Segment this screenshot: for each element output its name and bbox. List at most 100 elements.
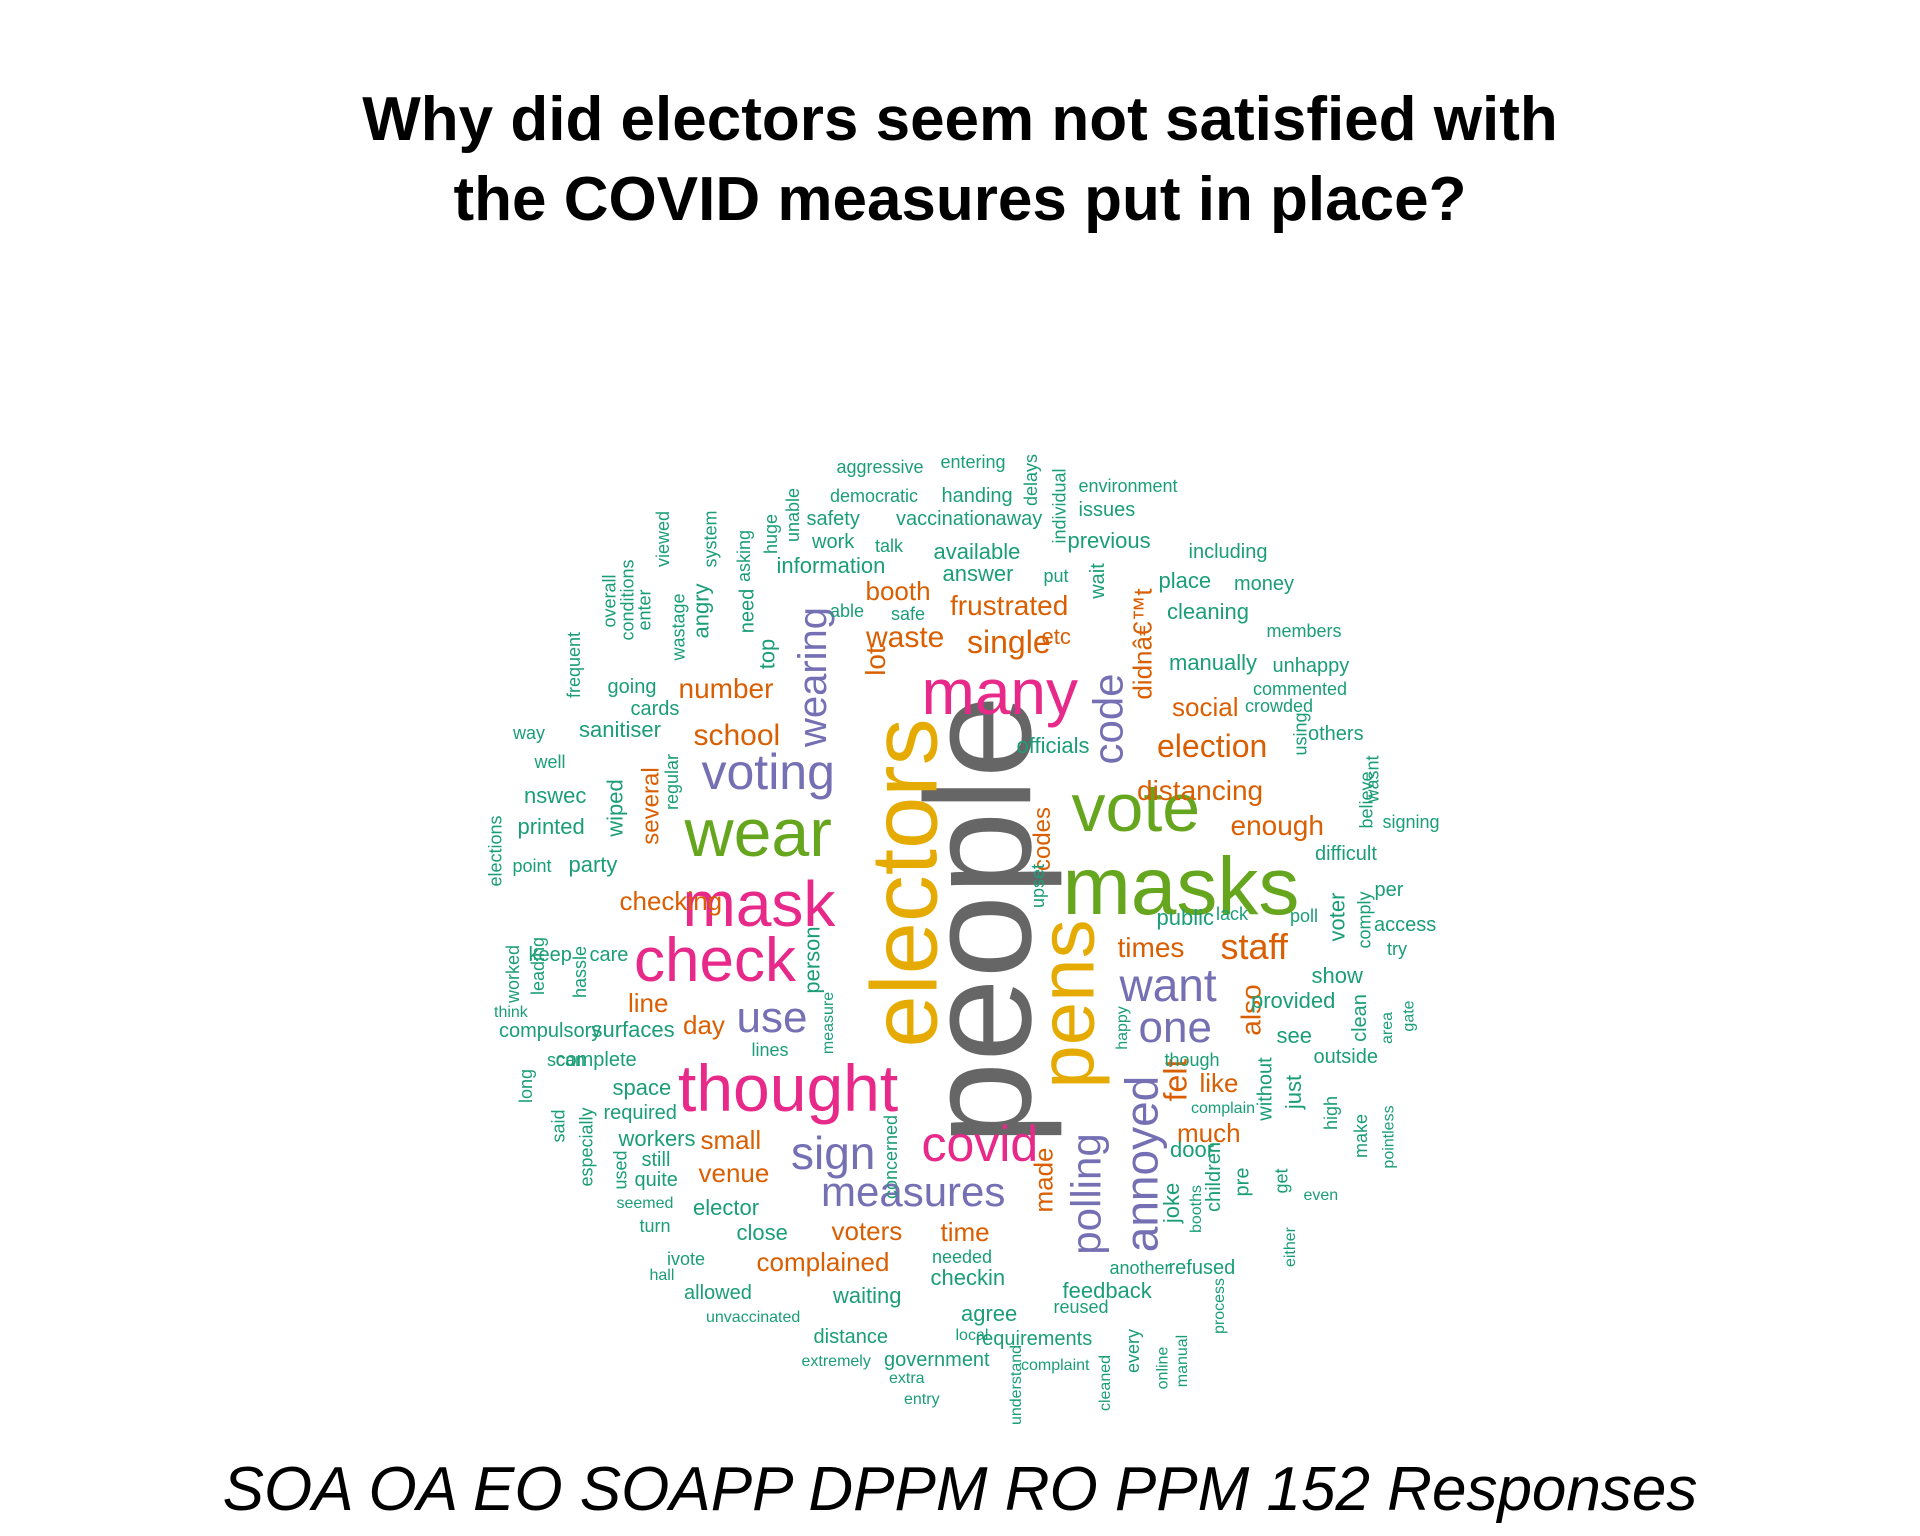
word-others: others [1308,723,1364,745]
word-government: government [884,1349,990,1371]
word-regular: regular [662,753,683,811]
word-want: want [1119,959,1217,1011]
word-vote: vote [1071,770,1201,846]
word-waiting: waiting [833,1283,902,1308]
word-code: code [1084,673,1132,765]
word-seemed: seemed [616,1195,674,1212]
word-top: top [753,638,779,670]
word-make: make [1351,1113,1372,1159]
word-enter: enter [634,589,655,631]
word-pre: pre [1230,1167,1253,1197]
word-hassle: hassle [570,945,591,999]
word-manually: manually [1169,650,1258,675]
word-wear: wear [684,795,832,871]
word-school: school [693,719,781,752]
word-extremely: extremely [801,1353,871,1370]
word-see: see [1276,1023,1312,1048]
word-time: time [940,1217,990,1247]
word-poll: poll [1290,906,1319,926]
word-didn-t: didnâ€™t [1127,588,1158,700]
word-workers: workers [618,1126,696,1151]
word-available: available [933,539,1021,564]
word-issues: issues [1078,499,1136,521]
word-cleaned: cleaned [1097,1354,1115,1412]
word-extra: extra [889,1370,925,1387]
word-complain: complain [1191,1100,1256,1117]
word-checking: checking [619,886,723,916]
word-person: person [799,926,825,994]
word-staff: staff [1220,926,1288,967]
word-annoyed: annoyed [1114,1075,1167,1253]
word-entry: entry [904,1391,940,1408]
word-door: door [1170,1137,1215,1162]
word-etc: etc [1041,624,1071,649]
word-environment: environment [1078,476,1178,496]
word-point: point [512,856,552,876]
word-asking: asking [734,529,755,583]
word-distance: distance [813,1326,889,1348]
word-quite: quite [634,1169,678,1191]
word-said: said [548,1109,569,1143]
word-handing: handing [941,485,1013,507]
word-frustrated: frustrated [950,590,1069,621]
word-well: well [534,752,566,772]
word-like: like [1199,1068,1239,1098]
word-nswec: nswec [524,783,587,808]
word-wastage: wastage [668,593,689,661]
word-single: single [967,624,1051,660]
word-concerned: concerned [881,1114,902,1200]
word-process: process [1211,1277,1229,1335]
word-access: access [1374,914,1437,936]
word-surfaces: surfaces [591,1017,675,1042]
word-several: several [637,767,665,845]
caption: SOA OA EO SOAPP DPPM RO PPM 152 Response… [222,1455,1698,1524]
word-signing: signing [1382,812,1440,832]
word-safe: safe [891,604,926,624]
title-line-1: Why did electors seem not satisfied with [362,85,1558,154]
word-use: use [736,993,808,1042]
word-either: either [1282,1226,1300,1268]
word-printed: printed [517,814,585,839]
word-need: need [735,588,758,634]
word-viewed: viewed [653,510,674,568]
word-keep: keep [528,944,572,966]
word-compulsory: compulsory [499,1020,602,1042]
word-polling: polling [1062,1133,1110,1255]
word-elections: elections [485,815,506,887]
word-lack: lack [1216,904,1249,924]
word-made: made [1028,1147,1059,1213]
word-one: one [1138,1003,1212,1052]
word-thought: thought [678,1051,899,1125]
word-another: another [1109,1258,1171,1278]
word-many: many [921,656,1079,728]
word-cards: cards [630,698,680,720]
word-check: check [634,926,796,995]
word-local: local [955,1327,989,1344]
word-masks: masks [1062,841,1300,932]
word-aggressive: aggressive [836,457,924,477]
word-unable: unable [783,487,804,543]
word-per: per [1374,879,1404,901]
word-unvaccinated: unvaccinated [706,1309,801,1326]
word-overall: overall [599,574,620,628]
word-voters: voters [831,1216,903,1246]
word-away: away [995,508,1043,530]
word-elector: elector [693,1195,760,1220]
word-mask: mask [682,868,836,940]
word-talk: talk [875,536,904,556]
word-long: long [516,1068,537,1104]
word-scan: scan [547,1050,586,1070]
word-line: line [628,988,669,1018]
word-covid: covid [921,1116,1039,1172]
word-refused: refused [1168,1257,1236,1279]
word-huge: huge [761,513,782,555]
word-close: close [736,1220,788,1245]
word-electors: electors [851,718,957,1048]
word-vaccination: vaccination [896,508,997,530]
word-commented: commented [1253,679,1348,699]
word-social: social [1172,692,1239,722]
word-democratic: democratic [830,486,919,506]
word-system: system [700,510,721,568]
word-pens: pens [1022,919,1111,1089]
word-joke: joke [1159,1182,1185,1224]
